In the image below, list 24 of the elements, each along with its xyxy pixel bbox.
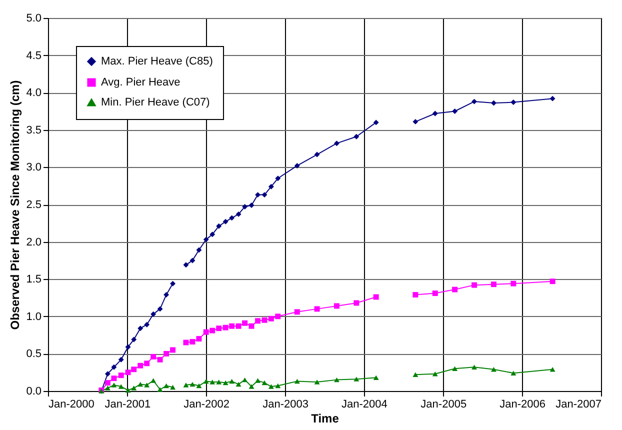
y-tick-label: 2.0 bbox=[26, 236, 42, 248]
x-tick-label: Jan-2007 bbox=[556, 398, 602, 410]
y-tick-label: 4.0 bbox=[26, 87, 42, 100]
y-tick-label: 3.0 bbox=[26, 162, 42, 174]
y-tick-label: 1.0 bbox=[26, 310, 42, 323]
y-tick-label: 4.5 bbox=[26, 50, 42, 62]
y-axis-title: Observed Pier Heave Since Monitoring (cm) bbox=[8, 80, 22, 330]
x-tick-label: Jan-2005 bbox=[420, 398, 467, 410]
legend-label: Max. Pier Heave (C85) bbox=[101, 56, 213, 68]
x-tick-label: Jan-2004 bbox=[342, 398, 388, 410]
x-tick-label: Jan-2002 bbox=[184, 398, 230, 410]
legend-label: Avg. Pier Heave bbox=[101, 76, 180, 88]
x-tick-label: Jan-2000 bbox=[48, 398, 94, 410]
y-tick-label: 5.0 bbox=[26, 12, 42, 24]
y-tick-label: 2.5 bbox=[26, 199, 42, 211]
x-tick-label: Jan-2001 bbox=[104, 398, 151, 410]
legend-label: Min. Pier Heave (C07) bbox=[101, 96, 210, 108]
y-tick-label: 3.5 bbox=[26, 124, 42, 136]
x-tick-label: Jan-2006 bbox=[500, 398, 546, 410]
x-tick-label: Jan-2003 bbox=[262, 398, 308, 410]
x-axis-title: Time bbox=[311, 412, 340, 426]
y-tick-label: 1.5 bbox=[26, 274, 42, 286]
y-tick-label: 0.0 bbox=[26, 386, 42, 398]
y-tick-label: 0.5 bbox=[26, 348, 42, 360]
